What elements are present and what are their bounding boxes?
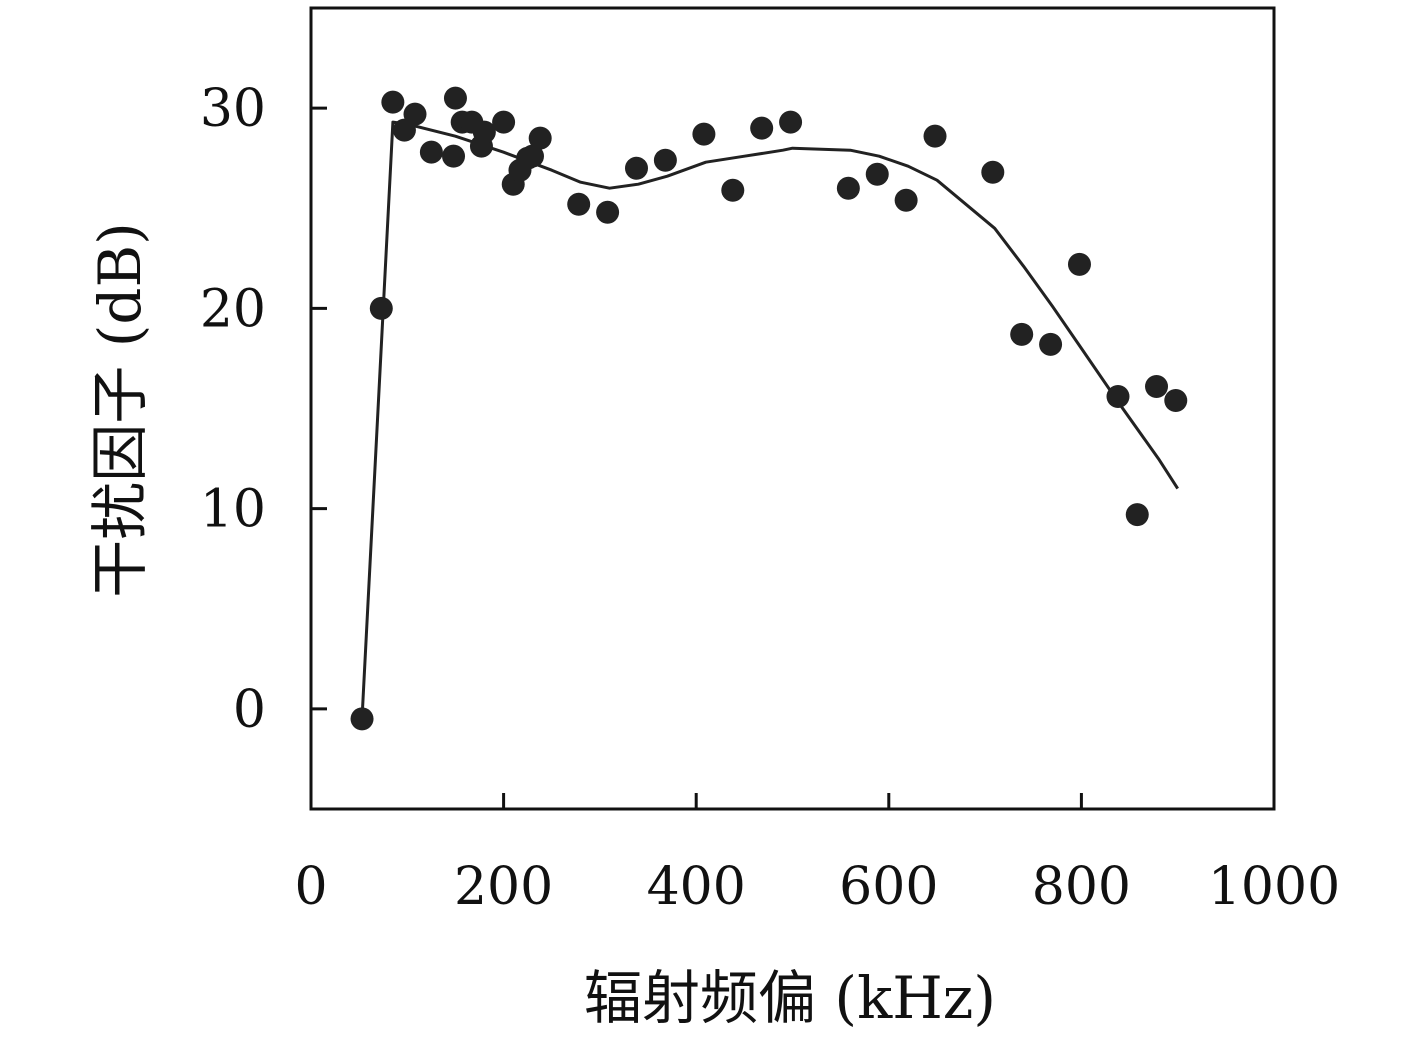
y-tick-label: 20 <box>200 279 266 339</box>
y-axis-title: 干扰因子 (dB) <box>86 222 154 597</box>
data-point <box>1039 332 1063 356</box>
data-point <box>1010 322 1034 346</box>
data-point <box>1067 252 1091 276</box>
data-point <box>472 120 496 144</box>
data-point <box>721 178 745 202</box>
data-point <box>403 102 427 126</box>
x-tick-label: 600 <box>839 857 938 917</box>
data-point <box>520 144 544 168</box>
data-point <box>779 110 803 134</box>
data-point <box>528 126 552 150</box>
fit-line <box>360 120 1179 719</box>
y-axis: 0 10 20 30 <box>200 79 327 740</box>
data-point <box>442 144 466 168</box>
data-point <box>1125 503 1149 527</box>
data-point <box>1164 388 1188 412</box>
data-point <box>443 86 467 110</box>
plot-frame <box>309 6 1276 811</box>
data-point <box>981 160 1005 184</box>
x-tick-label: 1000 <box>1208 857 1340 917</box>
data-point <box>894 188 918 212</box>
x-tick-label: 400 <box>647 857 746 917</box>
data-point <box>596 200 620 224</box>
data-point <box>419 140 443 164</box>
data-point <box>865 162 889 186</box>
data-point <box>1106 384 1130 408</box>
data-point <box>492 110 516 134</box>
data-point <box>836 176 860 200</box>
data-point <box>350 707 374 731</box>
series-layer <box>350 86 1188 731</box>
data-point <box>624 156 648 180</box>
data-point <box>923 124 947 148</box>
data-point <box>381 90 405 114</box>
y-tick-label: 0 <box>233 680 266 740</box>
x-axis: 0 200 400 600 800 1000 <box>294 793 1340 917</box>
x-axis-title: 辐射频偏 (kHz) <box>584 964 996 1032</box>
data-point <box>1145 374 1169 398</box>
data-point <box>653 148 677 172</box>
data-point <box>369 296 393 320</box>
x-tick-label: 200 <box>454 857 553 917</box>
y-tick-label: 30 <box>200 79 266 139</box>
y-tick-label: 10 <box>200 480 266 540</box>
data-point <box>750 116 774 140</box>
x-tick-label: 800 <box>1032 857 1131 917</box>
data-point <box>692 122 716 146</box>
x-tick-label: 0 <box>294 857 327 917</box>
data-point <box>567 192 591 216</box>
